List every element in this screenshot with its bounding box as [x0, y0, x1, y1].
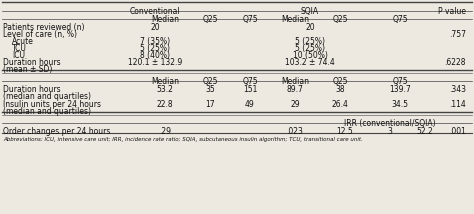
Text: Median: Median [281, 77, 309, 86]
Text: 38: 38 [335, 85, 345, 94]
Text: .114: .114 [449, 100, 466, 109]
Text: Duration hours: Duration hours [3, 85, 61, 94]
Text: 49: 49 [245, 100, 255, 109]
Text: .343: .343 [449, 85, 466, 94]
Text: 139.7: 139.7 [389, 85, 411, 94]
Text: (mean ± SD): (mean ± SD) [3, 65, 52, 74]
Text: Median: Median [151, 77, 179, 86]
Text: SQIA: SQIA [301, 7, 319, 16]
Text: 20: 20 [305, 23, 315, 32]
Text: 52.2: 52.2 [417, 127, 433, 136]
Text: 3: 3 [388, 127, 392, 136]
Text: 20: 20 [150, 23, 160, 32]
Text: Acute: Acute [12, 37, 34, 46]
Text: Q75: Q75 [392, 77, 408, 86]
Text: 8 (40%): 8 (40%) [140, 51, 170, 60]
Text: 34.5: 34.5 [392, 100, 409, 109]
Text: (median and quartiles): (median and quartiles) [3, 107, 91, 116]
Text: 103.2 ± 74.4: 103.2 ± 74.4 [285, 58, 335, 67]
Text: .023: .023 [287, 127, 303, 136]
Text: IRR (conventional/SQIA): IRR (conventional/SQIA) [344, 119, 436, 128]
Text: 151: 151 [243, 85, 257, 94]
Text: Abbreviations: ICU, intensive care unit; IRR, incidence rate ratio; SQIA, subcut: Abbreviations: ICU, intensive care unit;… [3, 137, 363, 142]
Text: .6228: .6228 [445, 58, 466, 67]
Text: 35: 35 [205, 85, 215, 94]
Text: P value: P value [438, 7, 466, 16]
Text: Q75: Q75 [242, 15, 258, 24]
Text: 5 (25%): 5 (25%) [295, 44, 325, 53]
Text: Q25: Q25 [202, 77, 218, 86]
Text: 53.2: 53.2 [156, 85, 173, 94]
Text: 22.8: 22.8 [157, 100, 173, 109]
Text: Level of care (n, %): Level of care (n, %) [3, 30, 77, 39]
Text: .29: .29 [159, 127, 171, 136]
Text: 120.1 ± 132.9: 120.1 ± 132.9 [128, 58, 182, 67]
Text: .001: .001 [449, 127, 466, 136]
Text: ICU: ICU [12, 51, 25, 60]
Text: 5 (25%): 5 (25%) [295, 37, 325, 46]
Text: Q25: Q25 [332, 77, 348, 86]
Text: Conventional: Conventional [130, 7, 180, 16]
Text: 26.4: 26.4 [331, 100, 348, 109]
Text: 17: 17 [205, 100, 215, 109]
Text: Q75: Q75 [242, 77, 258, 86]
Text: Q25: Q25 [332, 15, 348, 24]
Text: TCU: TCU [12, 44, 27, 53]
Text: (median and quartiles): (median and quartiles) [3, 92, 91, 101]
Text: .757: .757 [449, 30, 466, 39]
Text: Patients reviewed (n): Patients reviewed (n) [3, 23, 84, 32]
Text: 5 (25%): 5 (25%) [140, 44, 170, 53]
Text: 7 (35%): 7 (35%) [140, 37, 170, 46]
Text: Insulin units per 24 hours: Insulin units per 24 hours [3, 100, 101, 109]
Text: 89.7: 89.7 [287, 85, 303, 94]
Text: Q75: Q75 [392, 15, 408, 24]
Text: Median: Median [281, 15, 309, 24]
Text: Median: Median [151, 15, 179, 24]
Text: 12.5: 12.5 [337, 127, 354, 136]
Text: Duration hours: Duration hours [3, 58, 61, 67]
Text: 29: 29 [290, 100, 300, 109]
Text: Order changes per 24 hours: Order changes per 24 hours [3, 127, 110, 136]
Text: Q25: Q25 [202, 15, 218, 24]
Text: 10 (50%): 10 (50%) [292, 51, 328, 60]
